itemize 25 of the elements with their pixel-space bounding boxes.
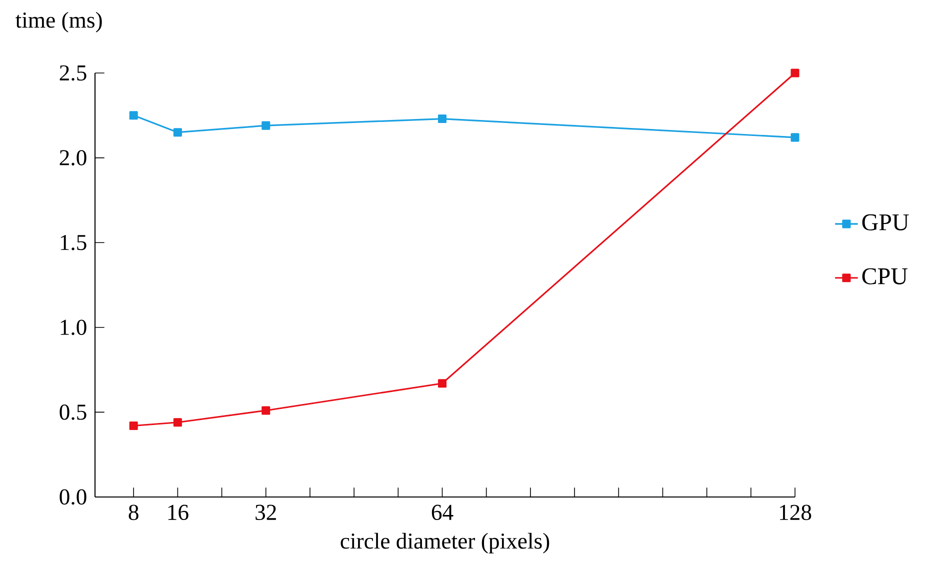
point [262, 406, 270, 415]
point [790, 133, 800, 142]
point [438, 379, 447, 388]
point [438, 114, 447, 124]
point [129, 111, 138, 120]
y-tick-label: 2.0 [60, 150, 86, 166]
legend-label: GPU [862, 214, 909, 230]
y-tick-label: 0.0 [60, 489, 86, 505]
point [173, 418, 182, 427]
x-tick-label: 128 [780, 504, 812, 520]
x-axis-title: circle diameter (pixels) [340, 532, 550, 554]
legend-label: CPU [862, 268, 908, 284]
y-tick-label: 2.5 [60, 65, 86, 81]
y-tick-label: 1.5 [60, 234, 86, 250]
x-tick-label: 32 [256, 504, 276, 520]
point [262, 121, 270, 130]
y-axis-title: time (ms) [16, 12, 102, 32]
point [790, 68, 800, 78]
x-tick-label: 8 [128, 504, 138, 520]
x-tick-label: 64 [432, 504, 454, 520]
y-tick-label: 1.0 [60, 320, 86, 336]
x-tick-label: 16 [168, 504, 188, 520]
point [173, 128, 182, 137]
point [129, 421, 138, 430]
y-tick-label: 0.5 [60, 404, 86, 420]
